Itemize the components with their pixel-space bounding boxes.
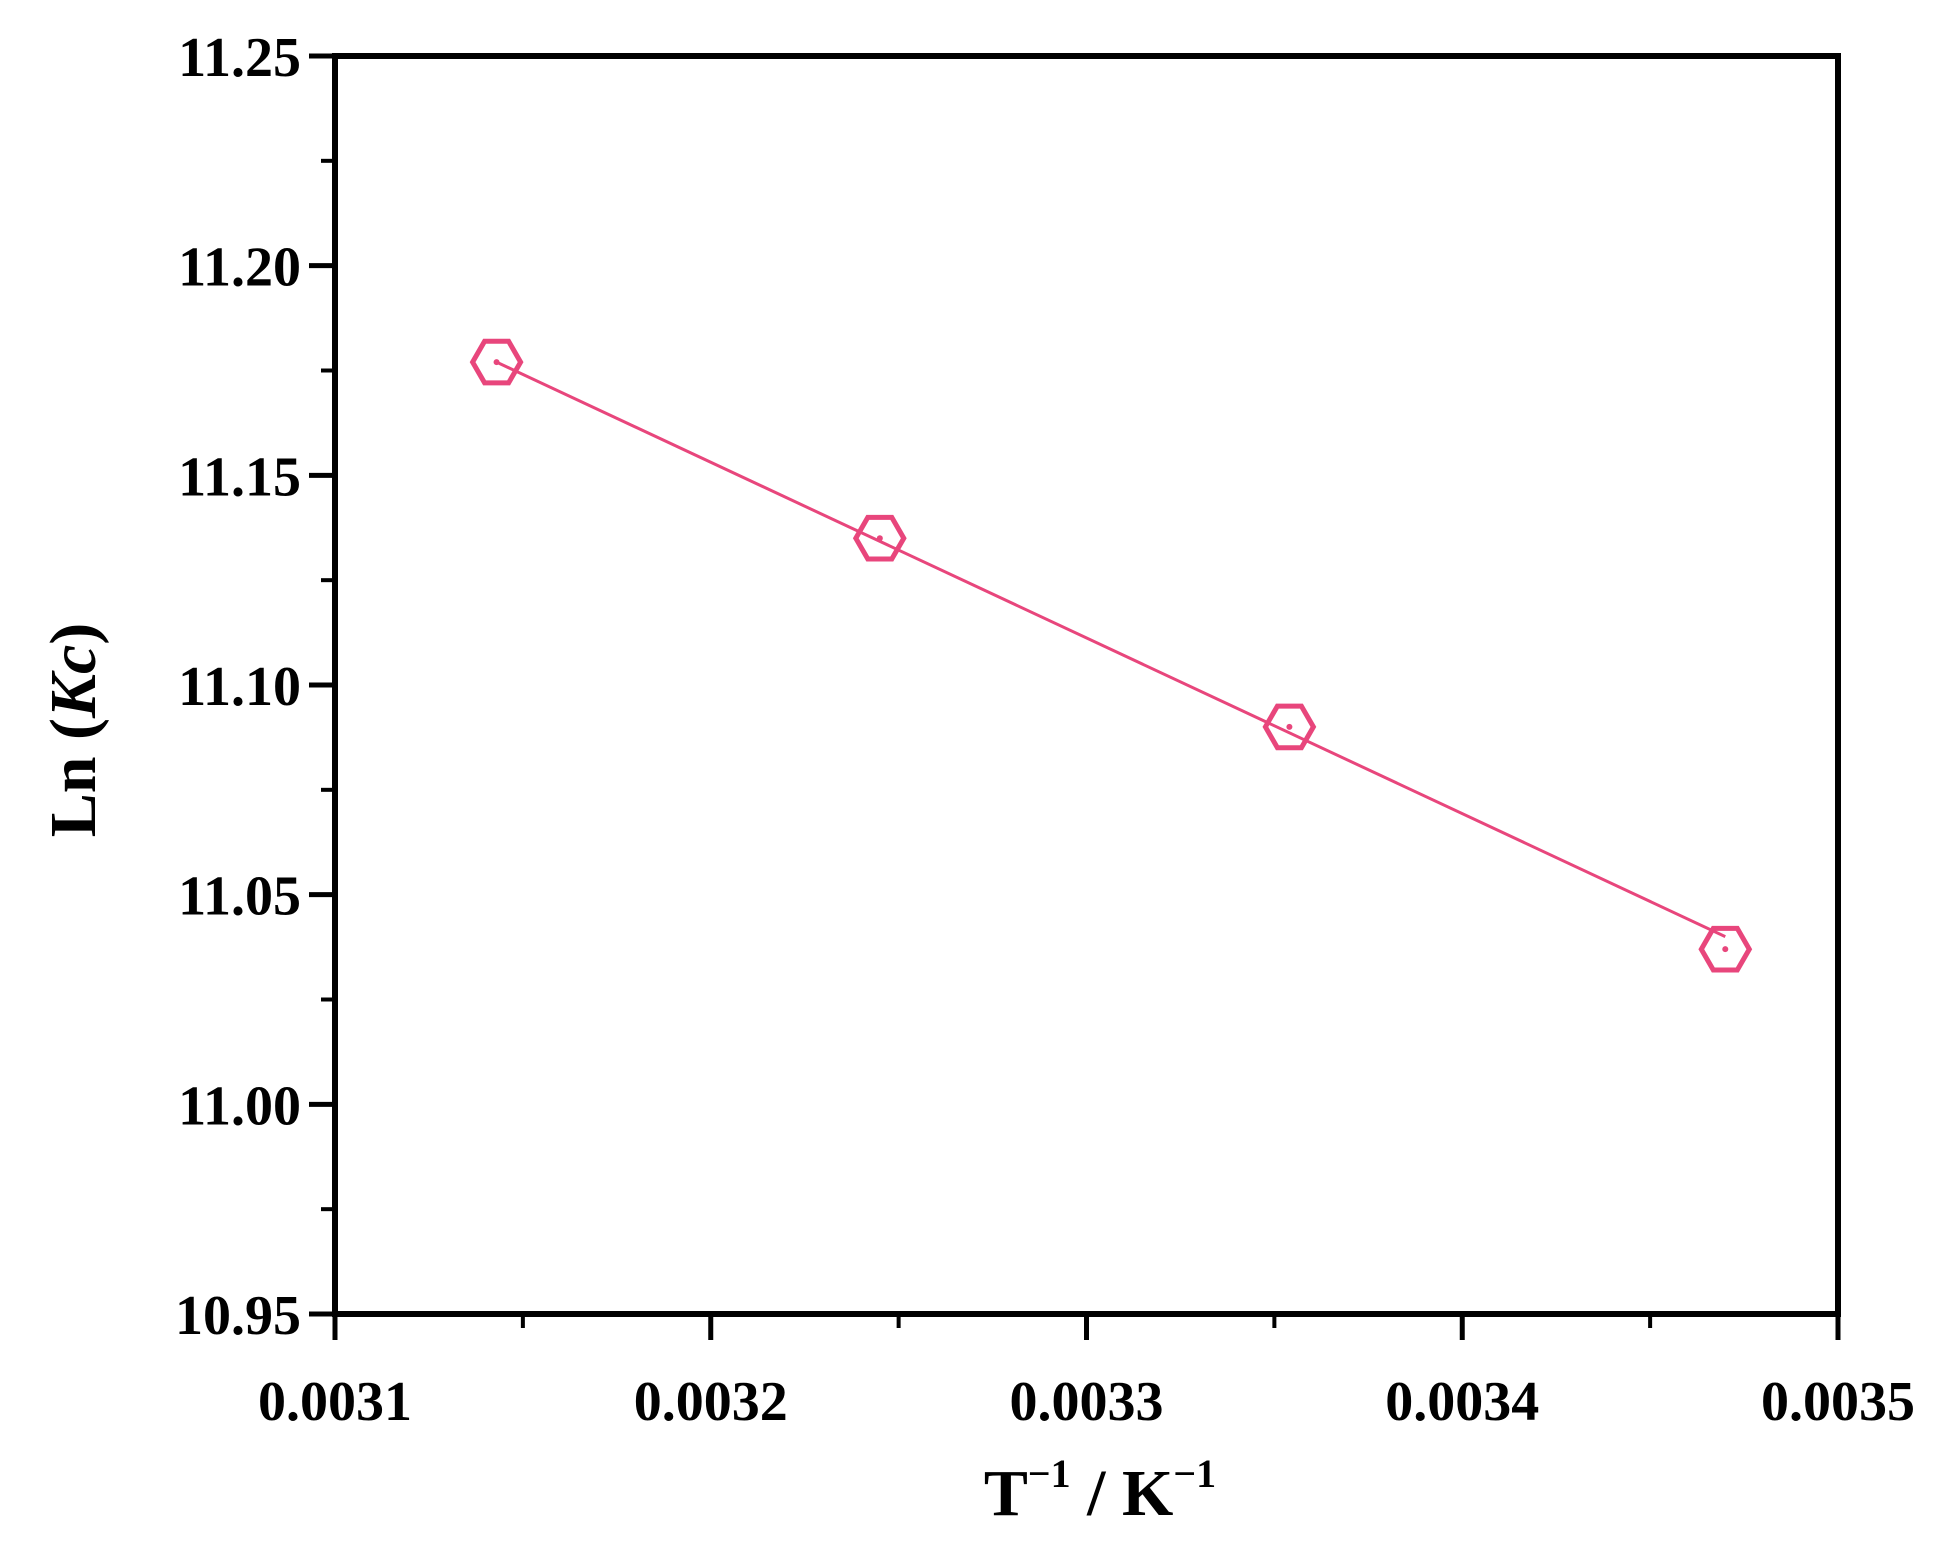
x-axis-title-separator: / bbox=[1071, 1457, 1122, 1530]
data-point bbox=[469, 338, 524, 386]
y-tick-label: 11.05 bbox=[178, 866, 301, 928]
data-point bbox=[1262, 703, 1317, 751]
axis-ticks bbox=[309, 53, 1841, 1340]
data-point bbox=[1698, 925, 1753, 973]
y-axis-title-prefix: Ln ( bbox=[37, 718, 110, 837]
x-tick-label: 0.0033 bbox=[1010, 1371, 1164, 1433]
y-tick-label: 11.00 bbox=[178, 1075, 301, 1137]
x-axis-title-base-exponent: −1 bbox=[1028, 1451, 1071, 1496]
x-tick-label: 0.0031 bbox=[258, 1371, 412, 1433]
data-points bbox=[469, 338, 1753, 973]
data-point-center bbox=[1286, 723, 1293, 730]
y-tick-label: 11.25 bbox=[178, 27, 301, 89]
y-tick-label: 11.15 bbox=[178, 446, 301, 508]
plot-frame bbox=[332, 53, 1841, 1317]
x-axis-title-unit-exponent: −1 bbox=[1173, 1451, 1216, 1496]
data-point-center bbox=[493, 359, 500, 366]
x-tick-label: 0.0032 bbox=[634, 1371, 788, 1433]
fit-line bbox=[495, 360, 1726, 938]
x-tick-label: 0.0034 bbox=[1385, 1371, 1539, 1433]
y-axis-title-italic: Kc bbox=[37, 645, 110, 719]
y-tick-label: 10.95 bbox=[175, 1285, 301, 1347]
y-tick-label: 11.20 bbox=[178, 237, 301, 299]
y-axis-title-suffix: ) bbox=[37, 623, 110, 645]
data-point bbox=[852, 514, 907, 562]
x-tick-label: 0.0035 bbox=[1761, 1371, 1915, 1433]
y-axis-title: Ln (Kc) bbox=[37, 623, 110, 838]
y-tick-labels: 10.95 11.00 11.05 11.10 11.15 11.20 11.25 bbox=[175, 27, 301, 1347]
x-axis-title-base: T bbox=[984, 1457, 1028, 1530]
x-axis-title-unit: K bbox=[1122, 1457, 1173, 1530]
x-tick-labels: 0.0031 0.0032 0.0033 0.0034 0.0035 bbox=[258, 1371, 1915, 1433]
y-tick-label: 11.10 bbox=[178, 656, 301, 718]
x-axis-title: T−1 / K−1 bbox=[984, 1451, 1216, 1530]
data-point-center bbox=[1722, 946, 1729, 953]
data-point-center bbox=[876, 535, 883, 542]
